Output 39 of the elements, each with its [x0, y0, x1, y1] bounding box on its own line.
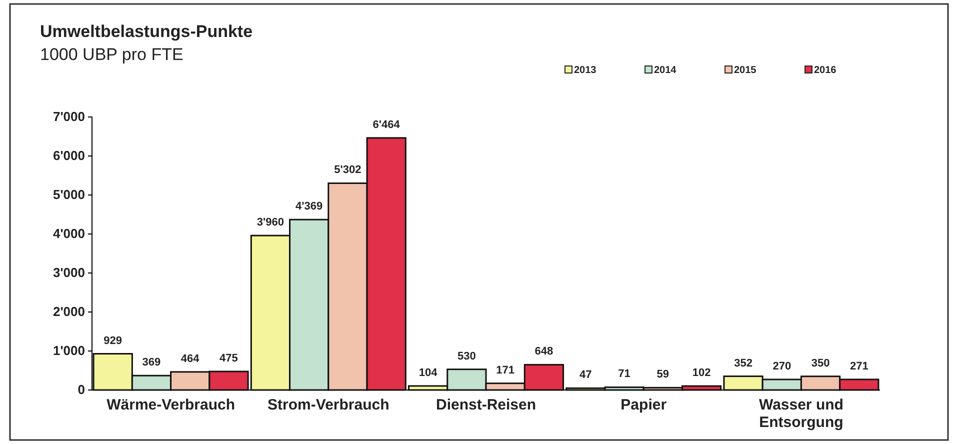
x-tick-label: Wärme-Verbrauch — [106, 396, 235, 414]
legend-label: 2016 — [814, 65, 837, 76]
data-label: 5'302 — [334, 164, 362, 176]
chart-subtitle: 1000 UBP pro FTE — [40, 45, 184, 64]
data-label: 530 — [458, 350, 476, 362]
data-label: 71 — [618, 368, 630, 380]
y-tick-label: 7'000 — [52, 109, 85, 124]
data-label: 350 — [811, 357, 830, 370]
data-label: 104 — [418, 366, 438, 379]
data-label: 929 — [104, 334, 122, 347]
data-label: 4'369 — [296, 200, 323, 213]
x-tick-label: Papier — [620, 396, 667, 414]
y-tick-label: 4'000 — [52, 226, 85, 242]
legend-label: 2015 — [734, 65, 757, 76]
legend-label: 2013 — [574, 65, 597, 76]
y-tick-label: 3'000 — [52, 265, 85, 280]
y-tick-label: 1'000 — [52, 343, 85, 358]
x-tick-label: Strom-Verbrauch — [268, 396, 390, 414]
data-label: 369 — [142, 356, 161, 369]
legend-label: 2014 — [654, 65, 677, 76]
x-tick-label: Dienst-Reisen — [436, 396, 536, 414]
data-label: 475 — [220, 352, 238, 364]
data-label: 352 — [734, 357, 752, 370]
y-tick-label: 0 — [78, 382, 85, 398]
data-label: 59 — [656, 368, 670, 381]
data-label: 3'960 — [256, 216, 284, 229]
data-label: 270 — [772, 360, 792, 372]
y-tick-label: 2'000 — [52, 304, 85, 320]
data-label: 47 — [580, 369, 592, 382]
data-label: 171 — [496, 364, 514, 376]
y-tick-label: 6'000 — [52, 148, 85, 164]
chart-title: Umweltbelastungs-Punkte — [40, 22, 253, 41]
y-tick-label: 5'000 — [52, 187, 85, 202]
x-tick-label: Wasser und Entsorgung — [758, 396, 844, 431]
data-label: 6'464 — [372, 118, 401, 131]
data-label: 102 — [692, 367, 711, 380]
data-label: 271 — [850, 360, 868, 372]
data-label: 648 — [534, 346, 554, 358]
data-label: 464 — [180, 352, 200, 365]
